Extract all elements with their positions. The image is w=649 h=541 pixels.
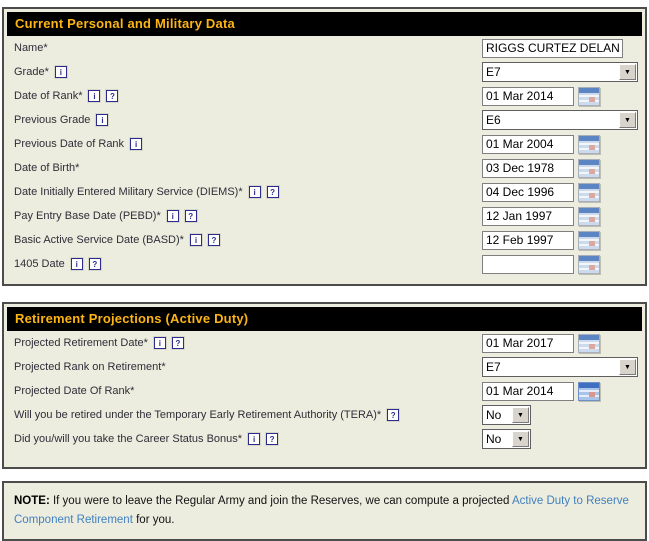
date-of-birth-input[interactable] [482,158,574,178]
help-icon[interactable]: ? [207,234,220,246]
career-status-bonus-select-value: No [486,432,502,446]
form-row-basd: Basic Active Service Date (BASD)* i ? [7,228,642,252]
info-icon[interactable]: i [54,66,67,78]
grade-select-value: E7 [486,65,501,79]
projected-date-of-rank-label: Projected Date Of Rank* [14,385,135,397]
form-row-career-status-bonus: Did you/will you take the Career Status … [7,427,642,451]
info-icon[interactable]: i [130,138,143,150]
name-label: Name* [14,42,48,54]
chevron-down-icon[interactable]: ▼ [619,112,636,128]
name-input[interactable] [482,38,623,58]
calendar-icon[interactable] [578,381,600,401]
date-of-rank-input[interactable] [482,86,574,106]
help-icon[interactable]: ? [88,258,101,270]
basd-label: Basic Active Service Date (BASD)* [14,234,184,246]
help-icon[interactable]: ? [106,90,119,102]
calendar-icon[interactable] [578,230,600,250]
previous-grade-select-value: E6 [486,113,501,127]
calendar-icon[interactable] [578,206,600,226]
form-row-diems: Date Initially Entered Military Service … [7,180,642,204]
date-1405-label: 1405 Date [14,258,65,270]
tera-select-value: No [486,408,502,422]
help-icon[interactable]: ? [387,409,400,421]
note-box: NOTE: If you were to leave the Regular A… [2,481,647,541]
date-of-rank-label: Date of Rank* [14,90,83,102]
tera-select[interactable]: No ▼ [482,405,531,425]
form-row-1405-date: 1405 Date i ? [7,252,642,276]
form-row-previous-grade: Previous Grade i E6 ▼ [7,108,642,132]
grade-select[interactable]: E7 ▼ [482,62,638,82]
note-text-after-link: for you. [132,513,175,526]
date-of-birth-label: Date of Birth* [14,162,80,174]
help-icon[interactable]: ? [184,210,197,222]
info-icon[interactable]: i [153,337,166,349]
previous-date-of-rank-label: Previous Date of Rank [14,138,125,150]
chevron-down-icon[interactable]: ▼ [512,407,529,423]
pebd-label: Pay Entry Base Date (PEBD)* [14,210,161,222]
chevron-down-icon[interactable]: ▼ [619,359,636,375]
note-text-before-link: If you were to leave the Regular Army an… [49,495,512,507]
info-icon[interactable]: i [248,186,261,198]
form-row-projected-rank: Projected Rank on Retirement* E7 ▼ [7,355,642,379]
form-row-tera: Will you be retired under the Temporary … [7,403,642,427]
calendar-icon[interactable] [578,158,600,178]
tera-label: Will you be retired under the Temporary … [14,409,382,421]
section-header-projections: Retirement Projections (Active Duty) [7,307,642,331]
help-icon[interactable]: ? [266,433,279,445]
projected-date-of-rank-input[interactable] [482,381,574,401]
note-prefix: NOTE: [14,495,50,507]
section-header-personal: Current Personal and Military Data [7,12,642,36]
career-status-bonus-select[interactable]: No ▼ [482,429,531,449]
info-icon[interactable]: i [166,210,179,222]
form-row-name: Name* [7,36,642,60]
diems-label: Date Initially Entered Military Service … [14,186,243,198]
form-row-date-of-rank: Date of Rank* i ? [7,84,642,108]
chevron-down-icon[interactable]: ▼ [619,64,636,80]
calendar-icon[interactable] [578,134,600,154]
grade-label: Grade* [14,66,49,78]
info-icon[interactable]: i [70,258,83,270]
basd-input[interactable] [482,230,574,250]
projected-rank-select[interactable]: E7 ▼ [482,357,638,377]
info-icon[interactable]: i [96,114,109,126]
calendar-icon[interactable] [578,333,600,353]
career-status-bonus-label: Did you/will you take the Career Status … [14,433,243,445]
form-row-projected-date-of-rank: Projected Date Of Rank* [7,379,642,403]
form-row-previous-date-of-rank: Previous Date of Rank i [7,132,642,156]
help-icon[interactable]: ? [266,186,279,198]
help-icon[interactable]: ? [171,337,184,349]
active-duty-to-reserve-link[interactable]: Active Duty to Reserve Component Retirem… [14,495,629,526]
projected-retirement-date-input[interactable] [482,333,574,353]
info-icon[interactable]: i [248,433,261,445]
form-row-pebd: Pay Entry Base Date (PEBD)* i ? [7,204,642,228]
info-icon[interactable]: i [88,90,101,102]
calendar-icon[interactable] [578,86,600,106]
pebd-input[interactable] [482,206,574,226]
previous-grade-select[interactable]: E6 ▼ [482,110,638,130]
calendar-icon[interactable] [578,254,600,274]
diems-input[interactable] [482,182,574,202]
info-icon[interactable]: i [189,234,202,246]
section-personal-military-data: Current Personal and Military Data Name*… [2,7,647,286]
previous-grade-label: Previous Grade [14,114,91,126]
form-row-grade: Grade* i E7 ▼ [7,60,642,84]
section-retirement-projections: Retirement Projections (Active Duty) Pro… [2,302,647,469]
projected-rank-select-value: E7 [486,360,501,374]
calendar-icon[interactable] [578,182,600,202]
form-row-date-of-birth: Date of Birth* [7,156,642,180]
chevron-down-icon[interactable]: ▼ [512,431,529,447]
date-1405-input[interactable] [482,254,574,274]
previous-date-of-rank-input[interactable] [482,134,574,154]
projected-retirement-date-label: Projected Retirement Date* [14,337,148,349]
projected-rank-label: Projected Rank on Retirement* [14,361,166,373]
form-row-projected-retirement-date: Projected Retirement Date* i ? [7,331,642,355]
